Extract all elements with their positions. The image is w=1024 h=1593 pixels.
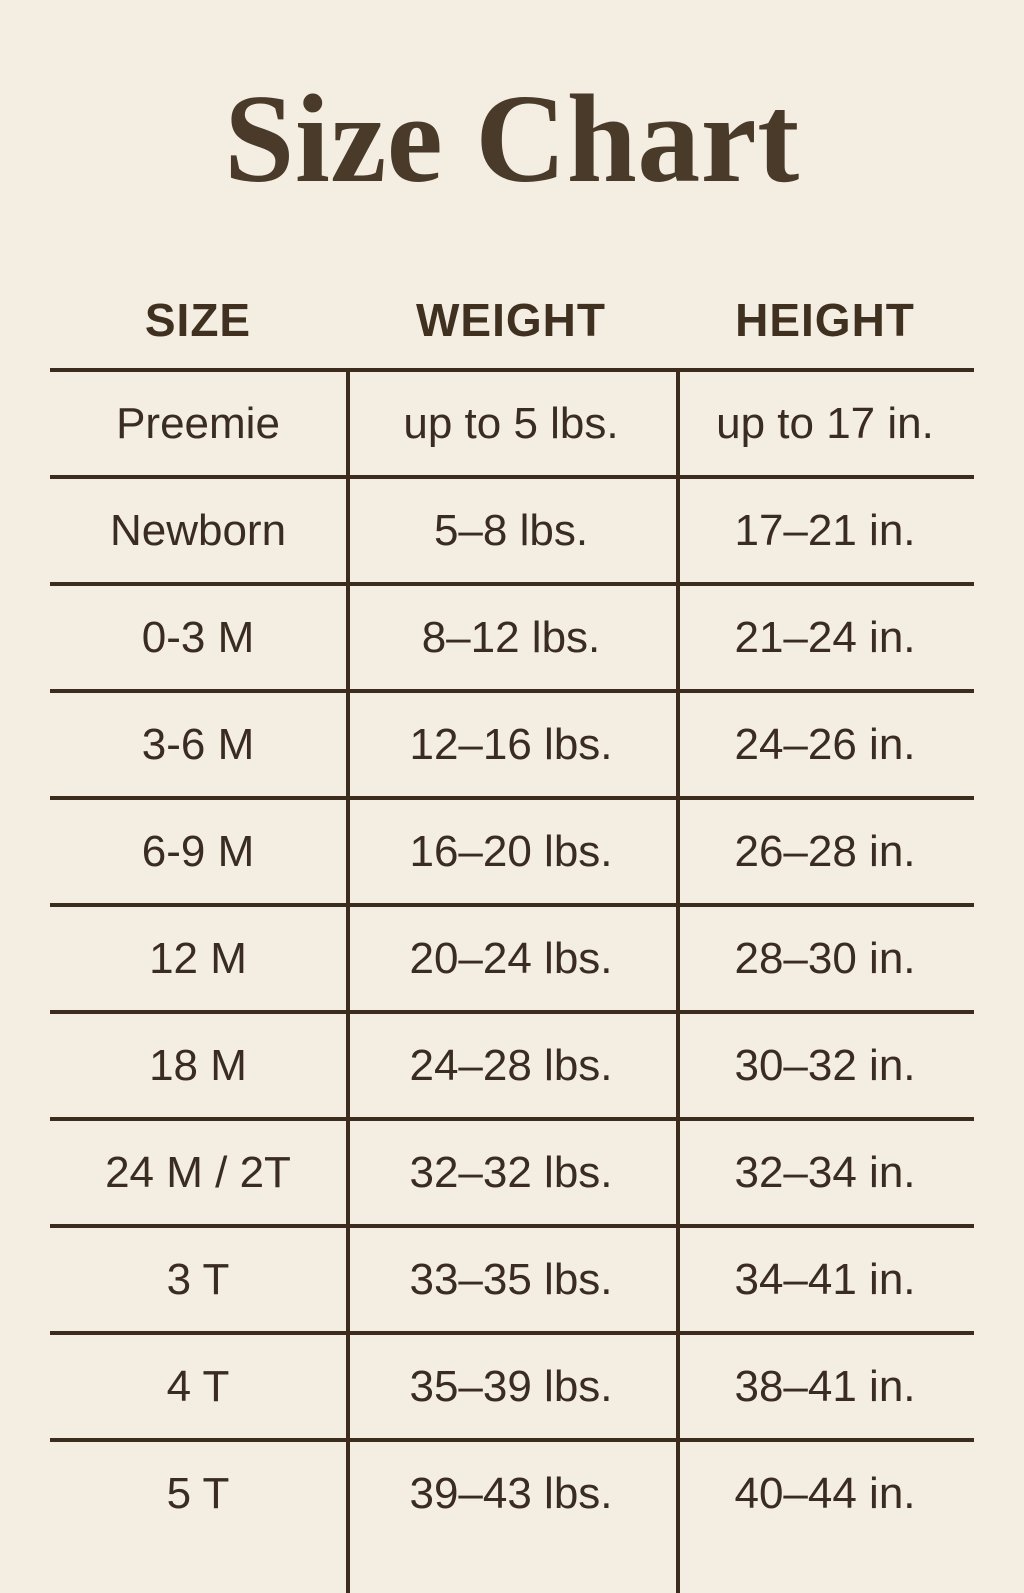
cell-size: 5 T <box>166 1468 230 1518</box>
cell-size: 3-6 M <box>141 719 255 769</box>
cell-weight: 33–35 lbs. <box>409 1254 613 1304</box>
cell-height: 17–21 in. <box>734 505 916 555</box>
cell-height: up to 17 in. <box>716 398 934 448</box>
table-row: 24 M / 2T 32–32 lbs. 32–34 in. <box>50 1117 974 1224</box>
cell-height: 38–41 in. <box>734 1361 916 1411</box>
table-row: 3-6 M 12–16 lbs. 24–26 in. <box>50 689 974 796</box>
cell-weight: 39–43 lbs. <box>409 1468 613 1518</box>
table-header-row: SIZE WEIGHT HEIGHT <box>50 272 974 368</box>
cell-size: 4 T <box>166 1361 230 1411</box>
cell-size: 12 M <box>149 933 247 983</box>
table-row: 12 M 20–24 lbs. 28–30 in. <box>50 903 974 1010</box>
cell-height: 32–34 in. <box>734 1147 916 1197</box>
cell-weight: 16–20 lbs. <box>409 826 613 876</box>
size-chart-table: SIZE WEIGHT HEIGHT Preemie up to 5 lbs. up… <box>50 272 974 1593</box>
table-row: 5 T 39–43 lbs. 40–44 in. <box>50 1438 974 1545</box>
cell-size: Newborn <box>109 505 287 555</box>
cell-weight: up to 5 lbs. <box>403 398 619 448</box>
cell-weight: 24–28 lbs. <box>409 1040 613 1090</box>
cell-weight: 12–16 lbs. <box>409 719 613 769</box>
cell-weight: 5–8 lbs. <box>433 505 589 555</box>
column-header-weight: WEIGHT <box>416 294 606 346</box>
cell-size: Preemie <box>116 398 280 448</box>
cell-size: 6-9 M <box>141 826 255 876</box>
table-row: 18 M 24–28 lbs. 30–32 in. <box>50 1010 974 1117</box>
table-row: 4 T 35–39 lbs. 38–41 in. <box>50 1331 974 1438</box>
cell-weight: 32–32 lbs. <box>409 1147 613 1197</box>
table-row: 6-9 M 16–20 lbs. 26–28 in. <box>50 796 974 903</box>
cell-size: 18 M <box>149 1040 247 1090</box>
column-header-size: SIZE <box>144 294 252 346</box>
cell-height: 26–28 in. <box>734 826 916 876</box>
cell-size: 3 T <box>166 1254 230 1304</box>
page-title: Size Chart <box>224 70 800 209</box>
cell-height: 30–32 in. <box>734 1040 916 1090</box>
cell-height: 24–26 in. <box>734 719 916 769</box>
table-body: Preemie up to 5 lbs. up to 17 in. Newborn 5–… <box>50 368 974 1593</box>
column-divider-1 <box>346 368 350 1593</box>
column-header-height: HEIGHT <box>735 294 915 346</box>
cell-size: 24 M / 2T <box>105 1147 291 1197</box>
cell-height: 40–44 in. <box>734 1468 916 1518</box>
cell-height: 28–30 in. <box>734 933 916 983</box>
table-row: Preemie up to 5 lbs. up to 17 in. <box>50 368 974 475</box>
size-chart-poster: Size Chart SIZE WEIGHT HEIGHT Preemie up … <box>50 70 974 1593</box>
table-row: Newborn 5–8 lbs. 17–21 in. <box>50 475 974 582</box>
cell-size: 0-3 M <box>141 612 255 662</box>
cell-weight: 35–39 lbs. <box>409 1361 613 1411</box>
cell-weight: 8–12 lbs. <box>421 612 601 662</box>
cell-height: 21–24 in. <box>734 612 916 662</box>
table-row: 3 T 33–35 lbs. 34–41 in. <box>50 1224 974 1331</box>
table-row: 0-3 M 8–12 lbs. 21–24 in. <box>50 582 974 689</box>
cell-weight: 20–24 lbs. <box>409 933 613 983</box>
cell-height: 34–41 in. <box>734 1254 916 1304</box>
column-divider-2 <box>676 368 680 1593</box>
